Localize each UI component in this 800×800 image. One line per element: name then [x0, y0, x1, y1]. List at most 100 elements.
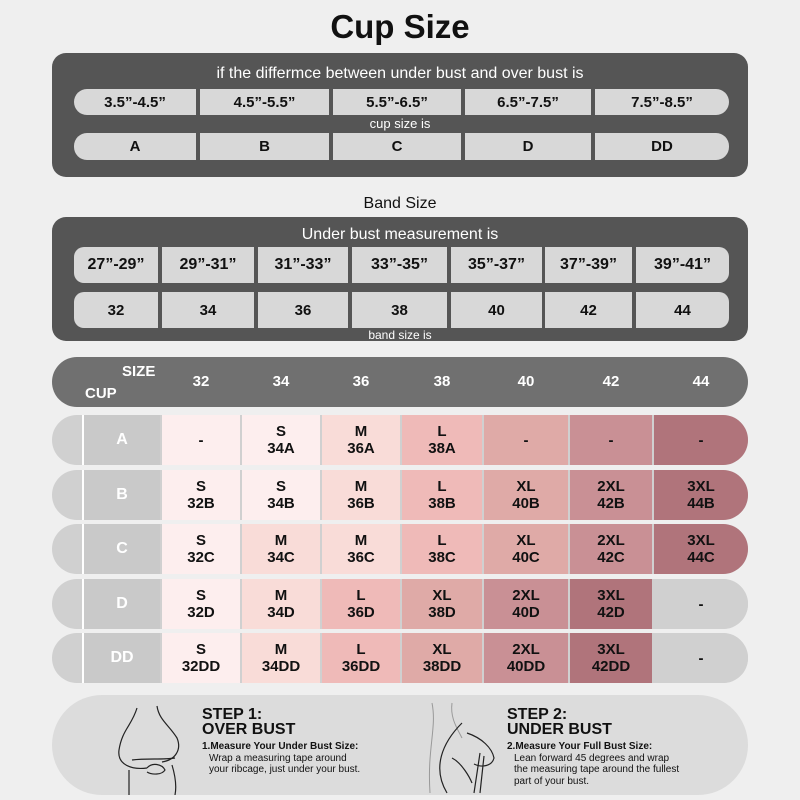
- size-cell: -: [654, 633, 748, 683]
- step1-desc-line: your ribcage, just under your bust.: [209, 764, 361, 775]
- size-cell: -: [654, 579, 748, 629]
- step1-desc-title: 1.Measure Your Under Bust Size:: [202, 741, 359, 752]
- size-code: 38B: [428, 495, 456, 512]
- cup-label: A: [82, 415, 160, 465]
- header-band-32: 32: [192, 373, 210, 390]
- size-cell: M 34DD: [242, 633, 320, 683]
- band-number-cell: 44: [636, 292, 729, 328]
- band-range-cell: 27”-29”: [74, 247, 158, 283]
- size-label: 2XL: [512, 641, 540, 658]
- cup-range-cell: 3.5”-4.5”: [74, 89, 196, 115]
- band-number-cell: 36: [258, 292, 348, 328]
- size-label: S: [275, 423, 286, 440]
- size-code: 40C: [512, 549, 540, 566]
- header-size-label: SIZE: [122, 363, 156, 380]
- size-row-A: A - S 34A M 36A L 38A - - -: [52, 415, 748, 465]
- size-label: XL: [516, 478, 536, 495]
- size-cell: S 32DD: [162, 633, 240, 683]
- size-code: 34B: [267, 495, 295, 512]
- header-band-40: 40: [517, 373, 535, 390]
- size-cell: 2XL 40DD: [484, 633, 568, 683]
- size-code: 38A: [428, 440, 456, 457]
- band-range-cell: 35”-37”: [451, 247, 542, 283]
- size-cell: L 38A: [402, 415, 482, 465]
- cup-letter-cell: A: [74, 133, 196, 160]
- band-range-cell: 31”-33”: [258, 247, 348, 283]
- measurement-steps: STEP 1: OVER BUST 1.Measure Your Under B…: [52, 695, 748, 795]
- size-code: -: [698, 431, 704, 449]
- size-label: S: [195, 641, 206, 658]
- size-code: 34C: [267, 549, 295, 566]
- size-label: S: [275, 478, 286, 495]
- size-code: -: [698, 649, 704, 667]
- size-code: -: [523, 431, 529, 449]
- cup-range-cell: 7.5”-8.5”: [595, 89, 729, 115]
- header-band-42: 42: [602, 373, 620, 390]
- size-code: 34D: [267, 604, 295, 621]
- band-size-panel: Under bust measurement is band size is 2…: [52, 217, 748, 342]
- size-cell: 3XL 42D: [570, 579, 652, 629]
- size-label: L: [356, 587, 366, 604]
- size-row-D: D S 32D M 34D L 36D XL 38D 2XL 40D 3XL 42D -: [52, 579, 748, 629]
- band-range-cell: 29”-31”: [162, 247, 254, 283]
- cup-label: B: [82, 470, 160, 520]
- size-table-header: SIZE CUP 32 34 36 38 40 42 44: [52, 357, 748, 407]
- size-code: 36C: [347, 549, 375, 566]
- cup-range-cell: 6.5”-7.5”: [465, 89, 591, 115]
- step2-subtitle: UNDER BUST: [507, 721, 612, 738]
- size-code: 38C: [428, 549, 456, 566]
- size-code: 32D: [187, 604, 215, 621]
- size-cell: M 34D: [242, 579, 320, 629]
- size-code: 42D: [597, 604, 625, 621]
- band-panel-footer: band size is: [368, 328, 432, 342]
- size-row-DD: DD S 32DD M 34DD L 36DD XL 38DD 2XL 40DD 3XL 42DD -: [52, 633, 748, 683]
- band-number-cell: 34: [162, 292, 254, 328]
- size-code: 38DD: [422, 658, 462, 675]
- band-range-cell: 33”-35”: [352, 247, 447, 283]
- cup-label: D: [82, 579, 160, 629]
- band-number-cell: 32: [74, 292, 158, 328]
- header-band-38: 38: [433, 373, 451, 390]
- size-code: 36B: [347, 495, 375, 512]
- cup-label: C: [82, 524, 160, 574]
- step2-desc-line: Lean forward 45 degrees and wrap: [514, 752, 670, 764]
- size-cell: M 36C: [322, 524, 400, 574]
- band-number-cell: 42: [545, 292, 632, 328]
- cup-letter-cell: C: [333, 133, 461, 160]
- size-code: 34DD: [261, 658, 301, 675]
- step1-title: STEP 1:: [202, 706, 263, 723]
- size-label: L: [356, 641, 366, 658]
- size-label: M: [274, 532, 288, 549]
- size-label: 2XL: [597, 532, 625, 549]
- size-code: 32B: [187, 495, 215, 512]
- size-label: 3XL: [687, 478, 715, 495]
- size-code: 44B: [687, 495, 715, 512]
- size-label: L: [437, 423, 447, 440]
- cup-range-cell: 5.5”-6.5”: [333, 89, 461, 115]
- under-bust-illustration-icon: [428, 702, 495, 794]
- size-cell: S 32B: [162, 470, 240, 520]
- size-label: M: [274, 641, 288, 658]
- size-cell: 3XL 42DD: [570, 633, 652, 683]
- size-code: -: [698, 595, 704, 613]
- size-cell: -: [570, 415, 652, 465]
- header-band-34: 34: [272, 373, 290, 390]
- step1-subtitle: OVER BUST: [202, 721, 296, 738]
- header-cup-label: CUP: [85, 385, 117, 402]
- size-cell: S 32D: [162, 579, 240, 629]
- size-code: 42C: [597, 549, 625, 566]
- size-label: M: [354, 478, 368, 495]
- size-code: 38D: [428, 604, 456, 621]
- band-panel-heading: Under bust measurement is: [301, 226, 499, 243]
- size-cell: 2XL 40D: [484, 579, 568, 629]
- size-cell: S 34A: [242, 415, 320, 465]
- size-row-B: B S 32B S 34B M 36B L 38B XL 40B 2XL 42B 3XL 44B: [52, 470, 748, 520]
- size-label: S: [195, 478, 206, 495]
- size-cell: L 38C: [402, 524, 482, 574]
- size-label: M: [354, 532, 368, 549]
- size-cell: M 34C: [242, 524, 320, 574]
- size-code: 36DD: [341, 658, 381, 675]
- cup-letter-cell: D: [465, 133, 591, 160]
- band-number-cell: 38: [352, 292, 447, 328]
- size-label: L: [437, 478, 447, 495]
